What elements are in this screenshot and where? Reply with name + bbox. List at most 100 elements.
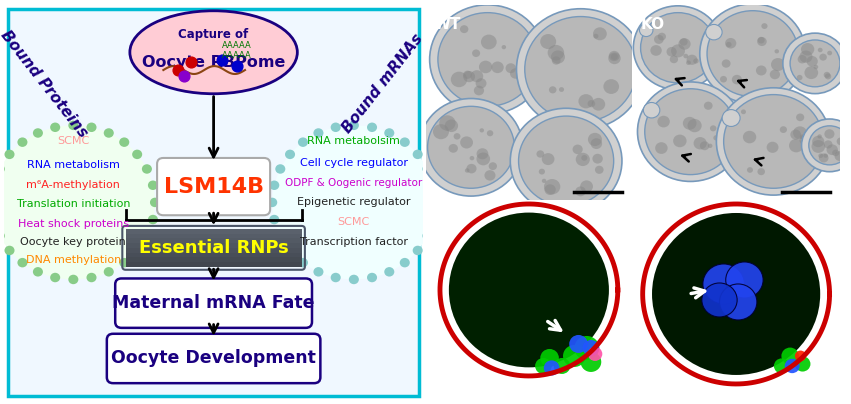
Circle shape (807, 56, 818, 67)
Circle shape (428, 215, 438, 224)
Text: m⁶A-methylation: m⁶A-methylation (26, 180, 120, 189)
Circle shape (331, 273, 340, 282)
Circle shape (0, 164, 5, 174)
Text: SCMC: SCMC (338, 217, 370, 227)
Circle shape (466, 164, 477, 173)
Circle shape (544, 179, 560, 194)
Point (230, 63, 243, 69)
Circle shape (484, 170, 495, 181)
Circle shape (454, 133, 460, 139)
Circle shape (583, 340, 599, 356)
Circle shape (119, 258, 129, 267)
Circle shape (757, 37, 765, 44)
Circle shape (819, 154, 829, 162)
FancyBboxPatch shape (126, 257, 301, 262)
Circle shape (747, 167, 753, 173)
Text: SCMC: SCMC (57, 136, 89, 146)
Circle shape (593, 34, 598, 38)
Point (171, 67, 185, 73)
Text: Oocyte key protein: Oocyte key protein (20, 237, 126, 247)
Circle shape (439, 115, 455, 131)
Circle shape (33, 128, 43, 138)
Circle shape (824, 140, 832, 149)
Circle shape (824, 72, 831, 78)
Text: Transcription factor: Transcription factor (300, 237, 408, 247)
Circle shape (639, 24, 653, 36)
Circle shape (588, 133, 602, 146)
Circle shape (68, 275, 78, 284)
Circle shape (563, 345, 585, 367)
Circle shape (637, 82, 744, 181)
Text: KO: KO (641, 212, 665, 227)
Circle shape (17, 258, 27, 267)
Circle shape (313, 128, 323, 138)
Text: RNA metabolism: RNA metabolism (27, 160, 120, 170)
Ellipse shape (448, 213, 609, 367)
Text: Bound Proteins: Bound Proteins (0, 27, 90, 140)
Circle shape (150, 198, 160, 207)
FancyBboxPatch shape (115, 278, 312, 328)
Text: Oocyte RBPome: Oocyte RBPome (142, 55, 285, 69)
Circle shape (808, 126, 850, 165)
Circle shape (611, 53, 618, 60)
Text: Epigenetic regulator: Epigenetic regulator (297, 198, 411, 207)
Circle shape (666, 47, 677, 57)
Circle shape (591, 98, 605, 111)
Circle shape (800, 135, 804, 139)
Circle shape (132, 246, 142, 255)
Circle shape (142, 164, 152, 174)
Circle shape (505, 63, 516, 73)
Circle shape (705, 24, 722, 40)
Text: DNA methylation: DNA methylation (26, 255, 121, 265)
Circle shape (719, 284, 757, 320)
Point (215, 57, 229, 63)
Circle shape (683, 54, 688, 58)
Text: WT: WT (434, 212, 461, 227)
Circle shape (488, 162, 497, 170)
Ellipse shape (130, 11, 297, 94)
Circle shape (517, 9, 645, 130)
Circle shape (474, 86, 484, 95)
Circle shape (269, 181, 279, 190)
Circle shape (655, 142, 668, 154)
Text: Capture of: Capture of (179, 28, 248, 41)
Circle shape (633, 6, 722, 90)
Circle shape (595, 166, 603, 174)
Circle shape (148, 215, 158, 224)
Circle shape (743, 131, 757, 143)
Text: Translation initiation: Translation initiation (16, 200, 130, 209)
Circle shape (481, 35, 497, 49)
Circle shape (658, 33, 666, 40)
Circle shape (710, 125, 717, 131)
Circle shape (694, 59, 699, 63)
Circle shape (269, 215, 279, 224)
Circle shape (554, 358, 570, 374)
Circle shape (285, 246, 295, 255)
Circle shape (686, 61, 691, 65)
Circle shape (650, 45, 662, 56)
Circle shape (678, 38, 691, 50)
Circle shape (587, 100, 595, 107)
Circle shape (795, 356, 810, 372)
Circle shape (801, 43, 814, 55)
Circle shape (471, 70, 483, 82)
Text: Oocyte Development: Oocyte Development (111, 349, 316, 368)
Circle shape (732, 75, 742, 84)
Circle shape (285, 149, 295, 159)
Circle shape (148, 181, 158, 190)
Circle shape (576, 153, 590, 166)
Circle shape (725, 38, 736, 48)
Circle shape (820, 54, 827, 61)
Circle shape (825, 74, 831, 80)
Circle shape (819, 154, 823, 158)
Circle shape (559, 87, 564, 92)
Circle shape (525, 17, 637, 122)
Circle shape (573, 145, 583, 154)
Circle shape (757, 168, 765, 175)
Circle shape (4, 149, 14, 159)
Circle shape (707, 11, 798, 97)
Circle shape (50, 273, 60, 282)
Circle shape (501, 45, 506, 49)
Circle shape (431, 198, 441, 207)
Circle shape (580, 180, 593, 192)
